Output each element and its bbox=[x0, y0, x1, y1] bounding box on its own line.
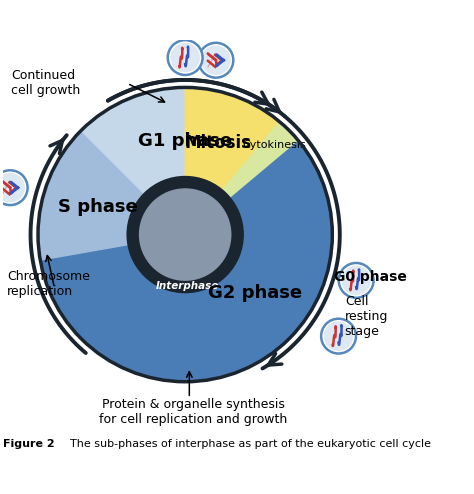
Text: Protein & organelle synthesis
for cell replication and growth: Protein & organelle synthesis for cell r… bbox=[100, 398, 288, 426]
Text: G1 phase: G1 phase bbox=[138, 132, 232, 150]
Circle shape bbox=[199, 43, 233, 78]
Text: S phase: S phase bbox=[58, 198, 138, 216]
Text: The sub-phases of interphase as part of the eukaryotic cell cycle: The sub-phases of interphase as part of … bbox=[63, 439, 431, 449]
Wedge shape bbox=[214, 122, 298, 205]
Text: G0 phase: G0 phase bbox=[334, 270, 407, 284]
Text: Interphase: Interphase bbox=[155, 282, 219, 291]
Wedge shape bbox=[40, 87, 332, 382]
Wedge shape bbox=[185, 87, 280, 200]
Circle shape bbox=[341, 266, 371, 295]
Text: Mitosis: Mitosis bbox=[185, 134, 252, 152]
Text: Chromosome
replication: Chromosome replication bbox=[7, 270, 90, 298]
Circle shape bbox=[0, 170, 27, 205]
Circle shape bbox=[321, 319, 356, 354]
Circle shape bbox=[170, 43, 200, 72]
Text: Cell
resting
stage: Cell resting stage bbox=[345, 294, 388, 338]
Wedge shape bbox=[38, 130, 153, 260]
Circle shape bbox=[139, 189, 231, 280]
Text: Figure 2: Figure 2 bbox=[3, 439, 55, 449]
Text: Continued
cell growth: Continued cell growth bbox=[11, 69, 80, 97]
Circle shape bbox=[0, 173, 25, 203]
Wedge shape bbox=[81, 87, 289, 203]
Circle shape bbox=[168, 40, 202, 75]
Text: G2 phase: G2 phase bbox=[208, 284, 302, 302]
Circle shape bbox=[324, 321, 353, 351]
Text: Cytokinesis: Cytokinesis bbox=[243, 140, 307, 150]
Circle shape bbox=[201, 45, 231, 75]
Circle shape bbox=[339, 263, 374, 298]
Wedge shape bbox=[127, 176, 243, 292]
